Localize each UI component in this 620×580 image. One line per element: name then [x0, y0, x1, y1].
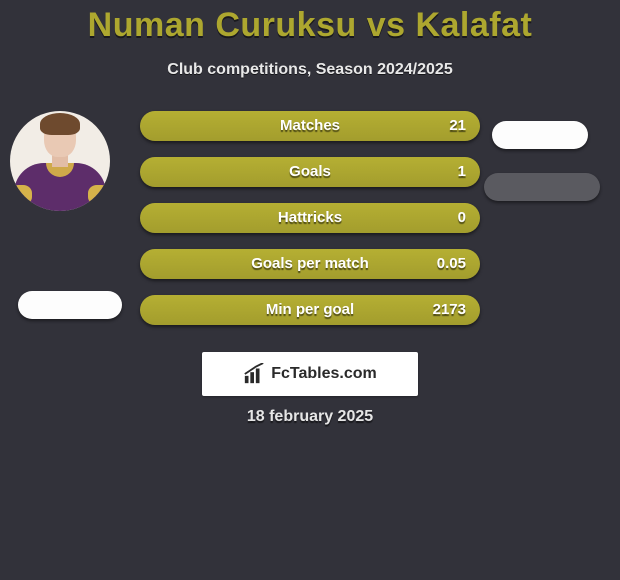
- page-title: Numan Curuksu vs Kalafat: [0, 0, 620, 45]
- brand-text: FcTables.com: [271, 365, 377, 383]
- avatar-hair: [40, 113, 80, 135]
- avatar-sleeve: [10, 185, 32, 205]
- stat-label: Hattricks: [140, 203, 480, 233]
- bar-chart-icon: [243, 363, 265, 385]
- player-right-name-pill-b: [484, 173, 600, 201]
- stat-bar: Matches 21: [140, 111, 480, 141]
- avatar-sleeve: [88, 185, 110, 205]
- stat-label: Goals: [140, 157, 480, 187]
- stat-bar: Hattricks 0: [140, 203, 480, 233]
- player-right-name-pill-a: [492, 121, 588, 149]
- brand-badge: FcTables.com: [202, 352, 418, 396]
- player-left-name-pill: [18, 291, 122, 319]
- stat-label: Matches: [140, 111, 480, 141]
- stat-label: Min per goal: [140, 295, 480, 325]
- player-left-avatar: [10, 111, 110, 211]
- subtitle: Club competitions, Season 2024/2025: [0, 61, 620, 79]
- stat-value: 21: [449, 111, 466, 141]
- stats-bars: Matches 21 Goals 1 Hattricks 0 Goals per…: [140, 111, 480, 341]
- stat-bar: Goals 1: [140, 157, 480, 187]
- stat-bar: Min per goal 2173: [140, 295, 480, 325]
- stat-bar: Goals per match 0.05: [140, 249, 480, 279]
- date-text: 18 february 2025: [0, 408, 620, 426]
- stat-value: 1: [458, 157, 466, 187]
- stat-label: Goals per match: [140, 249, 480, 279]
- stat-value: 2173: [433, 295, 466, 325]
- stat-value: 0.05: [437, 249, 466, 279]
- stat-value: 0: [458, 203, 466, 233]
